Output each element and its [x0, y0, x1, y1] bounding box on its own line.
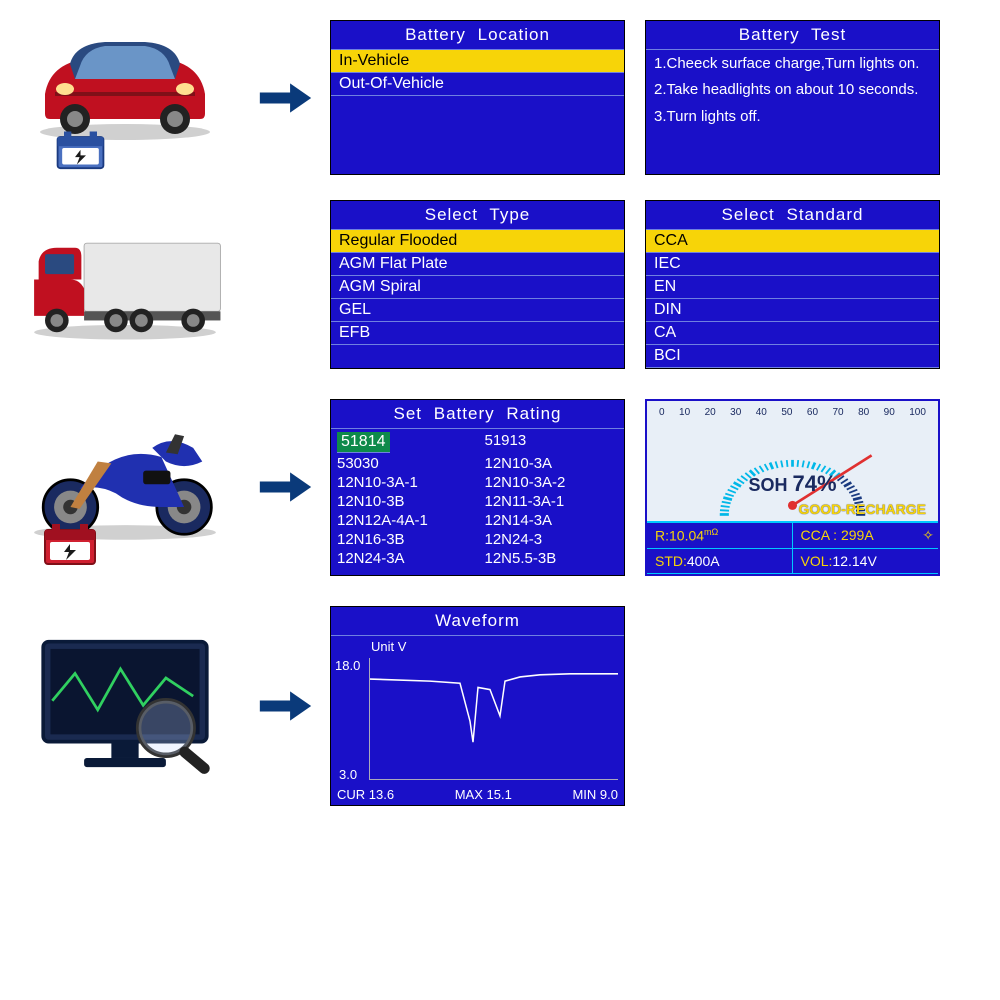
y-min-label: 3.0: [339, 767, 357, 782]
arrow-icon: [255, 686, 315, 726]
car-battery-illustration: [10, 24, 240, 172]
soh-readout: SOH 74%: [647, 471, 938, 497]
menu-item[interactable]: CA: [646, 322, 939, 345]
menu-item[interactable]: In-Vehicle: [331, 50, 624, 73]
menu-item[interactable]: Out-Of-Vehicle: [331, 73, 624, 96]
battery-location-screen: Battery Location In-VehicleOut-Of-Vehicl…: [330, 20, 625, 175]
screen-title: Battery Location: [331, 21, 624, 50]
gauge-dial: 0102030405060708090100 SOH 74% GOOD-RECH…: [647, 401, 938, 521]
instructions-text: 1.Cheeck surface charge,Turn lights on.2…: [646, 50, 939, 137]
gauge-readings-grid: R:10.04mΩ CCA : 299A ✧ STD:400A VOL:12.1…: [647, 521, 938, 574]
waveform-line-icon: [370, 658, 618, 779]
rating-cell[interactable]: 53030: [337, 454, 471, 473]
row-monitor: Waveform Unit V 18.0 3.0 CUR 13.6 MAX 15…: [10, 606, 990, 806]
rating-cell[interactable]: 12N11-3A-1: [485, 492, 619, 511]
menu-item[interactable]: EN: [646, 276, 939, 299]
screens-row-3: Set Battery Rating 51814519135303012N10-…: [330, 399, 990, 576]
rating-cell[interactable]: 12N16-3B: [337, 530, 471, 549]
menu-item[interactable]: IEC: [646, 253, 939, 276]
rating-cell[interactable]: 12N24-3A: [337, 549, 471, 568]
menu-item[interactable]: Regular Flooded: [331, 230, 624, 253]
menu-item[interactable]: AGM Flat Plate: [331, 253, 624, 276]
screen-title: Waveform: [331, 607, 624, 636]
soh-label-text: SOH: [748, 475, 787, 495]
rating-cell[interactable]: 12N10-3A: [485, 454, 619, 473]
screen-title: Battery Test: [646, 21, 939, 50]
menu-item[interactable]: DIN: [646, 299, 939, 322]
menu-item[interactable]: GEL: [331, 299, 624, 322]
menu-item[interactable]: EFB: [331, 322, 624, 345]
rating-cell[interactable]: 12N10-3B: [337, 492, 471, 511]
screen-title: Set Battery Rating: [331, 400, 624, 429]
menu-item[interactable]: CCA: [646, 230, 939, 253]
waveform-plot: Unit V 18.0 3.0 CUR 13.6 MAX 15.1 MIN 9.…: [331, 636, 624, 806]
menu-item[interactable]: BCI: [646, 345, 939, 368]
rating-cell[interactable]: 51814: [337, 431, 471, 454]
monitor-icon: [25, 628, 225, 783]
screens-row-4: Waveform Unit V 18.0 3.0 CUR 13.6 MAX 15…: [330, 606, 990, 806]
rating-cell[interactable]: 51913: [485, 431, 619, 454]
battery-icon: [40, 518, 100, 568]
rating-cell[interactable]: 12N12A-4A-1: [337, 511, 471, 530]
soh-gauge-screen: 0102030405060708090100 SOH 74% GOOD-RECH…: [645, 399, 940, 576]
resistance-cell: R:10.04mΩ: [647, 523, 793, 549]
std-cell: STD:400A: [647, 549, 793, 574]
rating-cell[interactable]: 12N14-3A: [485, 511, 619, 530]
waveform-stats: CUR 13.6 MAX 15.1 MIN 9.0: [337, 787, 618, 802]
soh-percent: 74%: [792, 471, 836, 496]
y-max-label: 18.0: [335, 658, 360, 673]
truck-icon: [25, 225, 225, 343]
vol-cell: VOL:12.14V: [793, 549, 939, 574]
truck-illustration: [10, 225, 240, 343]
rating-cell[interactable]: 12N24-3: [485, 530, 619, 549]
cca-cell: CCA : 299A ✧: [793, 523, 939, 549]
screen-title: Select Type: [331, 201, 624, 230]
row-vehicle-truck: Select Type Regular FloodedAGM Flat Plat…: [10, 200, 990, 369]
row-vehicle-car: Battery Location In-VehicleOut-Of-Vehicl…: [10, 20, 990, 175]
motorcycle-battery-illustration: [10, 407, 240, 568]
battery-icon: [53, 126, 108, 172]
battery-test-screen: Battery Test 1.Cheeck surface charge,Tur…: [645, 20, 940, 175]
rating-cell[interactable]: 12N10-3A-1: [337, 473, 471, 492]
menu-item[interactable]: AGM Spiral: [331, 276, 624, 299]
waveform-screen: Waveform Unit V 18.0 3.0 CUR 13.6 MAX 15…: [330, 606, 625, 806]
select-type-screen: Select Type Regular FloodedAGM Flat Plat…: [330, 200, 625, 369]
unit-label: Unit V: [337, 639, 618, 654]
screen-title: Select Standard: [646, 201, 939, 230]
rating-cell[interactable]: 12N10-3A-2: [485, 473, 619, 492]
row-vehicle-motorcycle: Set Battery Rating 51814519135303012N10-…: [10, 399, 990, 576]
gauge-status: GOOD-RECHARGE: [798, 501, 926, 517]
screens-row-2: Select Type Regular FloodedAGM Flat Plat…: [330, 200, 990, 369]
battery-rating-screen: Set Battery Rating 51814519135303012N10-…: [330, 399, 625, 576]
monitor-illustration: [10, 628, 240, 783]
screens-row-1: Battery Location In-VehicleOut-Of-Vehicl…: [330, 20, 990, 175]
arrow-icon: [255, 467, 315, 507]
rating-cell[interactable]: 12N5.5-3B: [485, 549, 619, 568]
select-standard-screen: Select Standard CCAIECENDINCABCI: [645, 200, 940, 369]
arrow-icon: [255, 78, 315, 118]
